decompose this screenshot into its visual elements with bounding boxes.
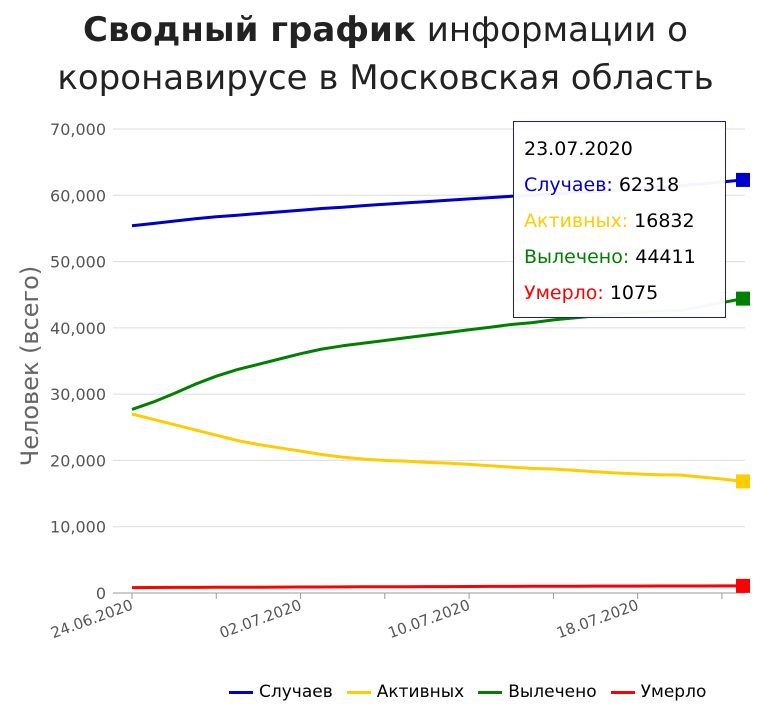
tooltip-row: Вылечено: 44411 (524, 242, 715, 278)
y-tick-label: 30,000 (50, 385, 106, 404)
series-end-markers (736, 172, 750, 593)
y-tick-label: 20,000 (50, 451, 106, 470)
tooltip-row-value: 16832 (634, 210, 695, 232)
tooltip-row-label: Активных: (524, 210, 629, 232)
legend-label: Вылечено (508, 682, 597, 702)
x-tick-label: 02.07.2020 (217, 596, 304, 642)
series-end-marker (736, 474, 750, 489)
series-end-marker (736, 172, 750, 187)
tooltip-row-label: Вылечено: (524, 246, 630, 268)
tooltip-row: Активных: 16832 (524, 206, 715, 242)
tooltip-row-value: 44411 (635, 246, 696, 268)
legend-swatch (610, 690, 635, 694)
legend: Случаев Активных Вылечено Умерло (229, 682, 769, 708)
series-lines (131, 178, 744, 590)
y-tick-label: 50,000 (50, 253, 106, 272)
legend-label: Случаев (259, 682, 333, 702)
tooltip-row: Умерло: 1075 (524, 278, 715, 314)
legend-swatch (229, 690, 253, 694)
chart-title-line2: коронавирусе в Московская область (57, 58, 714, 98)
x-tick-label: 18.07.2020 (554, 596, 641, 642)
legend-item[interactable]: Вылечено (478, 682, 597, 702)
tooltip-row: Случаев: 62318 (524, 170, 715, 206)
chart-title: Сводный график информации о коронавирусе… (0, 6, 771, 102)
y-tick-label: 60,000 (50, 186, 106, 205)
legend-label: Активных (376, 682, 465, 702)
y-axis-ticks: 0 10,000 20,000 30,000 40,000 50,000 60,000 70,… (50, 120, 106, 603)
y-axis-label: Человек (всего) (16, 266, 44, 466)
legend-label: Умерло (640, 682, 707, 702)
series-end-marker (736, 291, 750, 306)
x-tick-label: 24.06.2020 (49, 596, 136, 642)
y-tick-label: 0 (96, 584, 106, 603)
grid-lines (113, 128, 745, 594)
chart-title-bold: Сводный график (83, 10, 416, 50)
series-end-marker (736, 578, 750, 593)
series-line (131, 412, 744, 483)
legend-item[interactable]: Умерло (610, 682, 707, 702)
x-axis-ticks: 24.06.2020 02.07.2020 10.07.2020 18.07.2020 (49, 593, 723, 642)
tooltip-row-value: 1075 (609, 282, 659, 304)
tooltip: 23.07.2020 Случаев: 62318 Активных: 16832 Вы… (513, 121, 726, 318)
tooltip-row-value: 62318 (618, 174, 680, 196)
legend-swatch (346, 690, 371, 694)
tooltip-row-label: Умерло: (524, 282, 604, 304)
x-tick-label: 10.07.2020 (386, 596, 473, 642)
y-tick-label: 40,000 (50, 319, 106, 338)
series-line (131, 584, 743, 590)
legend-item[interactable]: Случаев (229, 682, 333, 702)
legend-item[interactable]: Активных (346, 682, 465, 702)
y-tick-label: 10,000 (50, 518, 106, 537)
tooltip-date: 23.07.2020 (524, 138, 633, 160)
y-tick-label: 70,000 (50, 120, 106, 139)
tooltip-row-label: Случаев: (524, 174, 613, 196)
chart-title-rest: информации о (426, 10, 688, 50)
legend-swatch (478, 690, 503, 694)
